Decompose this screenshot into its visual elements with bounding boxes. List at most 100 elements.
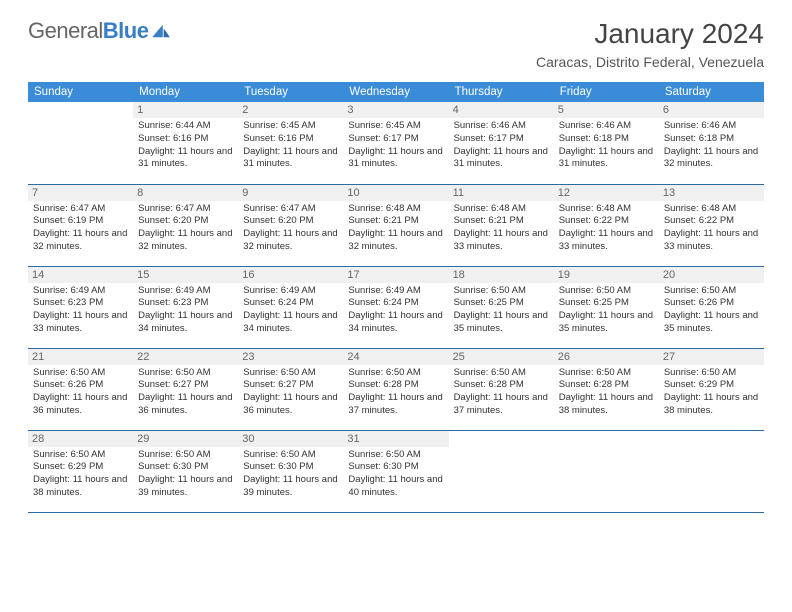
- day-number: 25: [449, 349, 554, 365]
- day-number: 13: [659, 185, 764, 201]
- calendar-day-cell: 21Sunrise: 6:50 AMSunset: 6:26 PMDayligh…: [28, 348, 133, 430]
- sail-icon: [150, 23, 172, 39]
- calendar-day-cell: 23 Sunrise: 6:50 AMSunset: 6:27 PMDayligh…: [238, 348, 343, 430]
- day-number: 26: [554, 349, 659, 365]
- calendar-day-cell: 18 Sunrise: 6:50 AMSunset: 6:25 PMDayligh…: [449, 266, 554, 348]
- title-block: January 2024 Caracas, Distrito Federal, …: [536, 18, 764, 70]
- brand-logo: GeneralBlue: [28, 18, 172, 44]
- calendar-day-cell: 17 Sunrise: 6:49 AMSunset: 6:24 PMDayligh…: [343, 266, 448, 348]
- day-details: Sunrise: 6:50 AMSunset: 6:29 PMDaylight:…: [664, 367, 759, 418]
- day-number: 6: [659, 102, 764, 118]
- day-number: 14: [28, 267, 133, 283]
- day-number: 31: [343, 431, 448, 447]
- day-number: 12: [554, 185, 659, 201]
- calendar-day-cell: 22 Sunrise: 6:50 AMSunset: 6:27 PMDayligh…: [133, 348, 238, 430]
- calendar-day-cell: [659, 430, 764, 512]
- day-details: Sunrise: 6:49 AMSunset: 6:24 PMDaylight:…: [348, 285, 443, 336]
- calendar-week-row: 14 Sunrise: 6:49 AMSunset: 6:23 PMDayligh…: [28, 266, 764, 348]
- day-details: Sunrise: 6:48 AMSunset: 6:21 PMDaylight:…: [454, 203, 549, 254]
- day-details: Sunrise: 6:47 AMSunset: 6:19 PMDaylight:…: [33, 203, 128, 254]
- day-number: 5: [554, 102, 659, 118]
- calendar-head: SundayMondayTuesdayWednesdayThursdayFrid…: [28, 82, 764, 102]
- calendar-day-cell: [449, 430, 554, 512]
- calendar-day-cell: 3 Sunrise: 6:45 AMSunset: 6:17 PMDaylight…: [343, 102, 448, 184]
- calendar-day-cell: 20Sunrise: 6:50 AMSunset: 6:26 PMDayligh…: [659, 266, 764, 348]
- day-number: 3: [343, 102, 448, 118]
- calendar-day-cell: 7 Sunrise: 6:47 AMSunset: 6:19 PMDaylight…: [28, 184, 133, 266]
- calendar-table: SundayMondayTuesdayWednesdayThursdayFrid…: [28, 82, 764, 513]
- day-details: Sunrise: 6:50 AMSunset: 6:27 PMDaylight:…: [243, 367, 338, 418]
- weekday-header: Saturday: [659, 82, 764, 102]
- day-number: 23: [238, 349, 343, 365]
- calendar-day-cell: 8 Sunrise: 6:47 AMSunset: 6:20 PMDaylight…: [133, 184, 238, 266]
- day-details: Sunrise: 6:44 AMSunset: 6:16 PMDaylight:…: [138, 120, 233, 171]
- day-number: 21: [28, 349, 133, 365]
- day-number: 8: [133, 185, 238, 201]
- day-details: Sunrise: 6:50 AMSunset: 6:27 PMDaylight:…: [138, 367, 233, 418]
- calendar-week-row: 7 Sunrise: 6:47 AMSunset: 6:19 PMDaylight…: [28, 184, 764, 266]
- day-number: 30: [238, 431, 343, 447]
- weekday-header: Friday: [554, 82, 659, 102]
- day-details: Sunrise: 6:47 AMSunset: 6:20 PMDaylight:…: [138, 203, 233, 254]
- calendar-day-cell: 10 Sunrise: 6:48 AMSunset: 6:21 PMDayligh…: [343, 184, 448, 266]
- day-details: Sunrise: 6:50 AMSunset: 6:30 PMDaylight:…: [348, 449, 443, 500]
- calendar-day-cell: 9 Sunrise: 6:47 AMSunset: 6:20 PMDaylight…: [238, 184, 343, 266]
- day-number: 29: [133, 431, 238, 447]
- day-details: Sunrise: 6:50 AMSunset: 6:30 PMDaylight:…: [138, 449, 233, 500]
- day-details: Sunrise: 6:45 AMSunset: 6:17 PMDaylight:…: [348, 120, 443, 171]
- month-title: January 2024: [536, 18, 764, 50]
- calendar-day-cell: 14Sunrise: 6:49 AMSunset: 6:23 PMDayligh…: [28, 266, 133, 348]
- calendar-day-cell: 27 Sunrise: 6:50 AMSunset: 6:29 PMDayligh…: [659, 348, 764, 430]
- calendar-day-cell: 5 Sunrise: 6:46 AMSunset: 6:18 PMDaylight…: [554, 102, 659, 184]
- day-number: 24: [343, 349, 448, 365]
- day-details: Sunrise: 6:50 AMSunset: 6:26 PMDaylight:…: [664, 285, 759, 336]
- weekday-header: Monday: [133, 82, 238, 102]
- day-number: 15: [133, 267, 238, 283]
- calendar-day-cell: [28, 102, 133, 184]
- calendar-day-cell: 16 Sunrise: 6:49 AMSunset: 6:24 PMDayligh…: [238, 266, 343, 348]
- calendar-day-cell: 25 Sunrise: 6:50 AMSunset: 6:28 PMDayligh…: [449, 348, 554, 430]
- day-details: Sunrise: 6:50 AMSunset: 6:29 PMDaylight:…: [33, 449, 128, 500]
- day-number: 16: [238, 267, 343, 283]
- day-details: Sunrise: 6:47 AMSunset: 6:20 PMDaylight:…: [243, 203, 338, 254]
- day-details: Sunrise: 6:46 AMSunset: 6:18 PMDaylight:…: [559, 120, 654, 171]
- day-details: Sunrise: 6:48 AMSunset: 6:21 PMDaylight:…: [348, 203, 443, 254]
- day-details: Sunrise: 6:50 AMSunset: 6:28 PMDaylight:…: [559, 367, 654, 418]
- day-number: 11: [449, 185, 554, 201]
- day-number: 10: [343, 185, 448, 201]
- calendar-week-row: 28Sunrise: 6:50 AMSunset: 6:29 PMDayligh…: [28, 430, 764, 512]
- day-details: Sunrise: 6:50 AMSunset: 6:28 PMDaylight:…: [454, 367, 549, 418]
- header: GeneralBlue January 2024 Caracas, Distri…: [28, 18, 764, 70]
- calendar-day-cell: [554, 430, 659, 512]
- day-details: Sunrise: 6:49 AMSunset: 6:24 PMDaylight:…: [243, 285, 338, 336]
- day-details: Sunrise: 6:46 AMSunset: 6:18 PMDaylight:…: [664, 120, 759, 171]
- day-details: Sunrise: 6:49 AMSunset: 6:23 PMDaylight:…: [138, 285, 233, 336]
- day-number: 2: [238, 102, 343, 118]
- day-number: 18: [449, 267, 554, 283]
- day-details: Sunrise: 6:46 AMSunset: 6:17 PMDaylight:…: [454, 120, 549, 171]
- weekday-header: Wednesday: [343, 82, 448, 102]
- day-number: 7: [28, 185, 133, 201]
- calendar-week-row: 21Sunrise: 6:50 AMSunset: 6:26 PMDayligh…: [28, 348, 764, 430]
- location: Caracas, Distrito Federal, Venezuela: [536, 54, 764, 70]
- calendar-day-cell: 11 Sunrise: 6:48 AMSunset: 6:21 PMDayligh…: [449, 184, 554, 266]
- day-number: 22: [133, 349, 238, 365]
- calendar-body: 1Sunrise: 6:44 AMSunset: 6:16 PMDaylight…: [28, 102, 764, 512]
- calendar-week-row: 1Sunrise: 6:44 AMSunset: 6:16 PMDaylight…: [28, 102, 764, 184]
- calendar-day-cell: 29 Sunrise: 6:50 AMSunset: 6:30 PMDayligh…: [133, 430, 238, 512]
- weekday-header: Tuesday: [238, 82, 343, 102]
- day-number: 19: [554, 267, 659, 283]
- day-number: 9: [238, 185, 343, 201]
- day-details: Sunrise: 6:48 AMSunset: 6:22 PMDaylight:…: [559, 203, 654, 254]
- day-details: Sunrise: 6:50 AMSunset: 6:30 PMDaylight:…: [243, 449, 338, 500]
- day-number: 4: [449, 102, 554, 118]
- calendar-day-cell: 19Sunrise: 6:50 AMSunset: 6:25 PMDayligh…: [554, 266, 659, 348]
- calendar-day-cell: 26 Sunrise: 6:50 AMSunset: 6:28 PMDayligh…: [554, 348, 659, 430]
- brand-part1: General: [28, 18, 103, 43]
- brand-part2: Blue: [103, 18, 149, 43]
- day-details: Sunrise: 6:50 AMSunset: 6:25 PMDaylight:…: [454, 285, 549, 336]
- day-number: 27: [659, 349, 764, 365]
- calendar-day-cell: 31 Sunrise: 6:50 AMSunset: 6:30 PMDayligh…: [343, 430, 448, 512]
- day-number: 17: [343, 267, 448, 283]
- calendar-day-cell: 12 Sunrise: 6:48 AMSunset: 6:22 PMDayligh…: [554, 184, 659, 266]
